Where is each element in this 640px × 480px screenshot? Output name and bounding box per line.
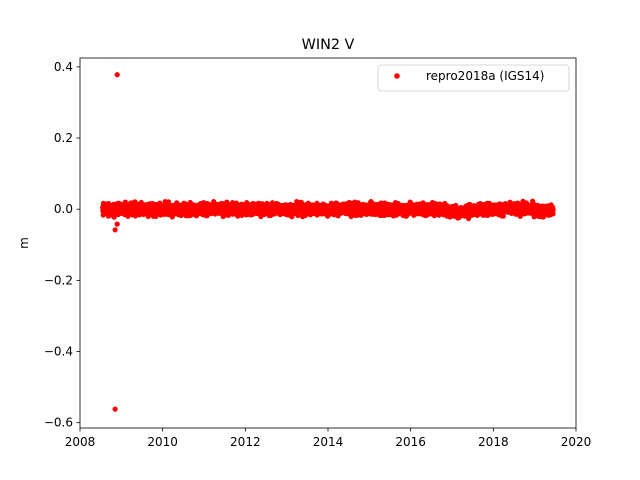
legend-box (377, 64, 570, 92)
x-tick-label: 2018 (478, 435, 509, 449)
x-tick-label: 2010 (147, 435, 178, 449)
legend-label: repro2018a (IGS14) (426, 69, 544, 83)
y-tick-label: −0.6 (44, 416, 73, 430)
data-point (165, 199, 172, 205)
outlier-point (114, 221, 120, 227)
outlier-point (112, 211, 118, 218)
x-tick-label: 2016 (395, 435, 426, 449)
x-tick-label: 2012 (230, 435, 261, 449)
outlier-point (112, 406, 118, 412)
y-tick-label: 0.0 (54, 202, 73, 216)
y-tick-label: −0.4 (44, 345, 73, 359)
y-tick-label: 0.4 (54, 60, 73, 74)
data-series-group (100, 72, 556, 412)
x-tick-label: 2014 (313, 435, 344, 449)
legend: repro2018a (IGS14) (377, 64, 570, 92)
data-point (550, 206, 556, 212)
y-axis: 0.4 0.2 0.0 −0.2 −0.4 −0.6 (44, 60, 80, 430)
y-axis-label: m (17, 237, 31, 249)
outlier-point (112, 227, 118, 233)
x-axis: 2008 2010 2012 2014 2016 2018 2020 (65, 428, 592, 449)
data-point (500, 213, 506, 219)
data-point (550, 211, 556, 217)
legend-marker (394, 73, 400, 79)
chart-title: WIN2 V (302, 37, 355, 53)
outlier-point (114, 72, 120, 78)
y-tick-label: 0.2 (54, 131, 73, 145)
x-tick-label: 2020 (561, 435, 592, 449)
x-tick-label: 2008 (65, 435, 96, 449)
y-tick-label: −0.2 (44, 273, 73, 287)
